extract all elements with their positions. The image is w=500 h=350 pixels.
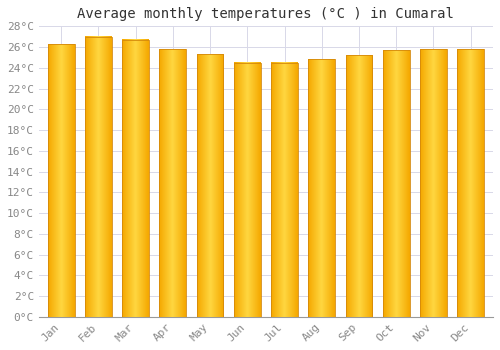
Title: Average monthly temperatures (°C ) in Cumaral: Average monthly temperatures (°C ) in Cu… xyxy=(78,7,454,21)
